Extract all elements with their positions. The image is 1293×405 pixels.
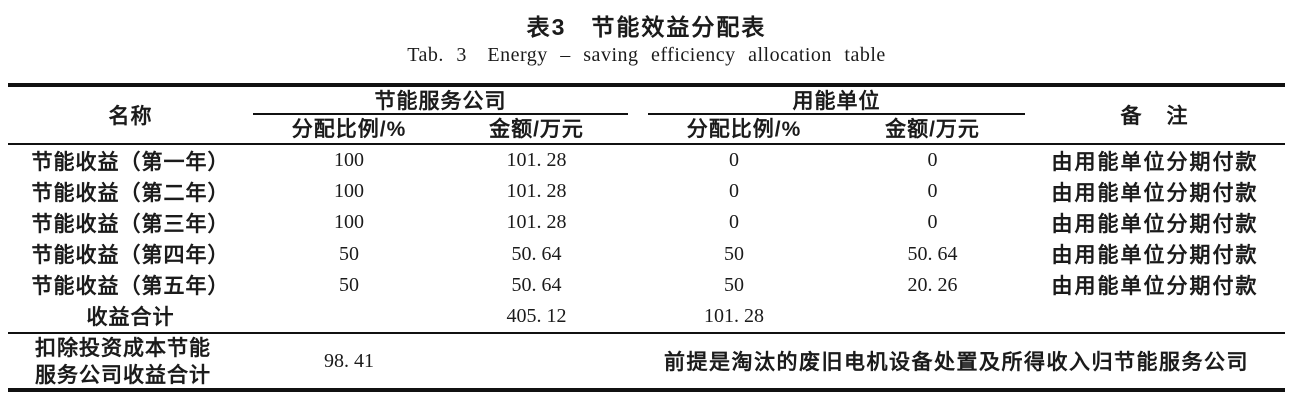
cell-name: 节能收益（第四年） [31, 244, 230, 268]
cell-esco-ratio: 100 [334, 211, 364, 234]
cell-esco-ratio: 100 [334, 149, 364, 172]
cell-user-ratio: 0 [729, 149, 739, 172]
cell-name: 收益合计 [86, 306, 175, 330]
cell-remark: 由用能单位分期付款 [1051, 150, 1259, 174]
header-remark-col: 备 注 [1120, 105, 1190, 128]
cell-name: 节能收益（第一年） [31, 150, 230, 174]
cell-esco-amount: 101. 28 [506, 180, 567, 203]
cell-esco-amount: 405. 12 [506, 304, 567, 327]
cell-name: 节能收益（第二年） [31, 181, 230, 205]
footer-note-cell: 前提是淘汰的废旧电机设备处置及所得收入归节能服务公司 [664, 351, 1249, 374]
cell-user-ratio: 50 [724, 242, 744, 265]
cell-name: 节能收益（第三年） [31, 212, 230, 236]
table-top-rule [8, 83, 1285, 87]
cell-esco-amount: 101. 28 [506, 211, 567, 234]
subheader-user-ratio: 分配比例/% [686, 118, 802, 141]
allocation-table: 名称 节能服务公司 用能单位 备 注 分配比例/% 金额/万元 分配比例/% 金… [8, 83, 1285, 392]
cell-user-ratio: 50 [724, 273, 744, 296]
cell-remark: 由用能单位分期付款 [1051, 181, 1259, 205]
cell-user-ratio: 101. 28 [704, 304, 764, 327]
cell-user-amount [840, 301, 1025, 332]
cell-esco-ratio: 50 [339, 273, 359, 296]
footer-name-line1: 扣除投资成本节能 [35, 337, 211, 360]
table-body: 节能收益（第一年） 100 101. 28 0 0 由用能单位分期付款 节能收益… [8, 145, 1285, 332]
subheader-esco-amount: 金额/万元 [489, 118, 584, 141]
esco-group-underline [253, 113, 628, 115]
footer-name-line2: 服务公司收益合计 [35, 364, 211, 387]
cell-esco-amount: 50. 64 [511, 273, 562, 296]
cell-esco-amount: 50. 64 [511, 242, 562, 265]
cell-name: 节能收益（第五年） [31, 275, 230, 299]
cell-remark: 由用能单位分期付款 [1051, 275, 1259, 299]
cell-user-amount: 20. 26 [907, 273, 958, 296]
table-title-en: Tab. 3 Energy – saving efficiency alloca… [407, 44, 886, 66]
cell-user-amount: 0 [927, 149, 938, 172]
footer-value-cell: 98. 41 [324, 349, 374, 372]
cell-user-ratio: 0 [729, 211, 739, 234]
header-bottom-rule [8, 143, 1285, 145]
header-group-esco: 节能服务公司 [374, 90, 507, 113]
cell-user-amount: 0 [927, 211, 938, 234]
pre-footer-rule [8, 332, 1285, 334]
header-group-user: 用能单位 [792, 90, 881, 113]
cell-esco-ratio: 50 [339, 242, 359, 265]
cell-esco-amount: 101. 28 [506, 149, 567, 172]
cell-user-amount: 50. 64 [907, 242, 958, 265]
cell-remark: 由用能单位分期付款 [1051, 212, 1259, 236]
cell-esco-ratio [253, 301, 445, 332]
header-name-col: 名称 [108, 105, 153, 128]
footer-name-cell: 扣除投资成本节能 服务公司收益合计 [8, 336, 253, 388]
subheader-user-amount: 金额/万元 [885, 118, 980, 141]
subheader-esco-ratio: 分配比例/% [291, 118, 407, 141]
table-title-zh: 表3 节能效益分配表 [526, 14, 767, 40]
cell-remark: 由用能单位分期付款 [1051, 244, 1259, 268]
cell-remark [1025, 301, 1285, 332]
table-bottom-rule [8, 388, 1285, 392]
user-group-underline [648, 113, 1025, 115]
cell-user-amount: 0 [927, 180, 938, 203]
cell-esco-ratio: 100 [334, 180, 364, 203]
cell-user-ratio: 0 [729, 180, 739, 203]
